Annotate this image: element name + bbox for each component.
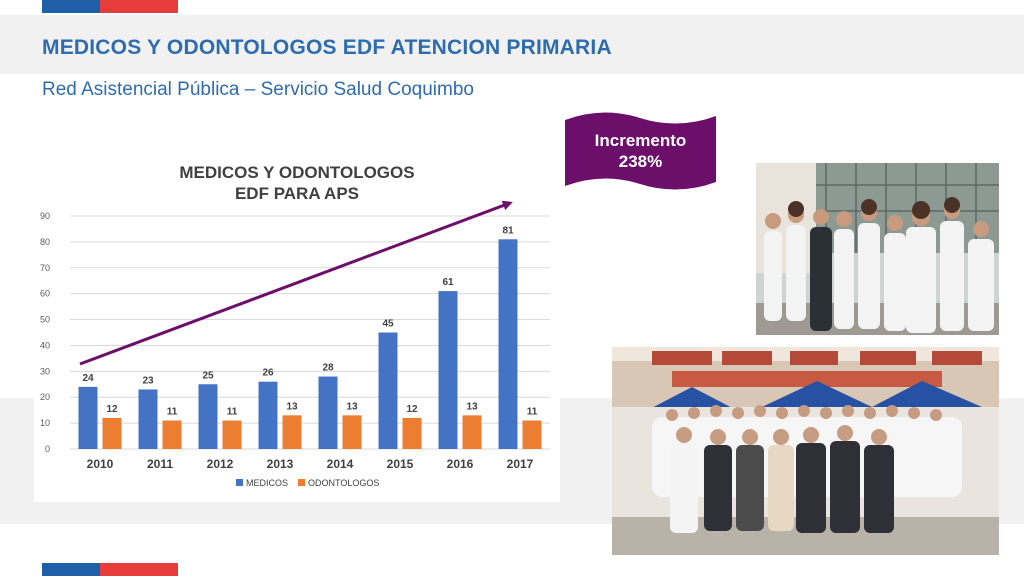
bar-chart: MEDICOS Y ODONTOLOGOS EDF PARA APS 24122…	[40, 163, 550, 488]
data-labels: 24 12 23 11 25 11 26 13 28 13 45 12 61 13 81 11	[82, 225, 537, 417]
y-tick-label: 20	[40, 392, 50, 402]
badge-label: Incremento	[594, 131, 687, 150]
bar-odontologos-2015	[402, 417, 422, 449]
bar-odontologos-2012	[222, 420, 242, 449]
legend-swatch	[298, 479, 305, 486]
data-label: 24	[82, 373, 94, 384]
x-tick-label: 2013	[267, 457, 294, 471]
chart-panel: MEDICOS Y ODONTOLOGOS EDF PARA APS 24 12 2…	[34, 150, 560, 502]
y-tick-label: 10	[40, 418, 50, 428]
y-tick-label: 70	[40, 263, 50, 273]
flag-stripe-red-bottom	[100, 563, 178, 576]
legend-label: ODONTOLOGOS	[308, 478, 379, 488]
data-label: 23	[142, 375, 154, 386]
bar-odontologos-2014	[342, 415, 362, 449]
bar-odontologos-2017	[522, 420, 542, 449]
badge-percentage: 238%	[618, 152, 663, 171]
x-tick-label: 2014	[327, 457, 354, 471]
y-tick-label: 80	[40, 237, 50, 247]
bar-odontologos-2011	[162, 420, 182, 449]
data-label: 11	[227, 407, 238, 418]
bar-odontologos-2013	[282, 415, 302, 449]
x-tick-label: 2011	[147, 457, 173, 471]
y-tick-label: 60	[40, 289, 50, 299]
data-label: 12	[106, 404, 118, 415]
data-label: 13	[466, 401, 478, 412]
data-label: 11	[527, 407, 538, 418]
group-photo-top	[756, 163, 999, 335]
data-label: 45	[382, 319, 394, 330]
bar-medicos-2014	[318, 376, 338, 449]
chart-title-line-2: EDF PARA APS	[235, 184, 359, 203]
bars	[78, 239, 542, 449]
data-label: 12	[406, 404, 418, 415]
legend: MEDICOS ODONTOLOGOS	[236, 478, 379, 488]
data-label: 11	[167, 407, 178, 418]
bar-medicos-2012	[198, 384, 218, 449]
y-tick-label: 30	[40, 366, 50, 376]
data-label: 25	[202, 370, 214, 381]
data-label: 28	[322, 363, 334, 374]
bar-medicos-2010	[78, 386, 98, 449]
grid	[70, 215, 550, 450]
legend-label: MEDICOS	[246, 478, 288, 488]
group-photo-bottom	[612, 347, 999, 555]
bar-medicos-2013	[258, 381, 278, 449]
data-label: 13	[286, 401, 298, 412]
y-tick-label: 0	[45, 444, 50, 454]
data-label: 26	[262, 368, 274, 379]
legend-swatch	[236, 479, 243, 486]
data-label: 81	[502, 225, 514, 236]
increment-badge: Incremento 238%	[565, 108, 716, 194]
bar-medicos-2017	[498, 239, 518, 449]
bar-medicos-2016	[438, 291, 458, 449]
bar-medicos-2015	[378, 332, 398, 449]
x-tick-label: 2017	[507, 457, 534, 471]
x-tick-label: 2012	[207, 457, 234, 471]
x-tick-label: 2010	[87, 457, 114, 471]
bar-medicos-2011	[138, 389, 158, 449]
axes: 0 10 20 30 40 50 60 70 80 90 2010 2011 2012 2013 2014 2…	[40, 211, 534, 471]
y-tick-label: 40	[40, 340, 50, 350]
title-band	[0, 15, 1024, 74]
trend-arrow	[79, 200, 513, 366]
slide-title: MEDICOS Y ODONTOLOGOS EDF ATENCION PRIMA…	[42, 36, 612, 59]
x-tick-label: 2016	[447, 457, 474, 471]
data-label: 61	[442, 277, 454, 288]
flag-stripe-blue-bottom	[42, 563, 100, 576]
y-tick-label: 50	[40, 315, 50, 325]
chart-title-line-1: MEDICOS Y ODONTOLOGOS	[179, 163, 414, 182]
y-tick-label: 90	[40, 211, 50, 221]
slide-subtitle: Red Asistencial Pública – Servicio Salud…	[42, 79, 474, 100]
flag-stripe-red-top	[100, 0, 178, 13]
bar-odontologos-2010	[102, 417, 122, 449]
data-label: 13	[346, 401, 358, 412]
flag-stripe-blue-top	[42, 0, 100, 13]
x-tick-label: 2015	[387, 457, 414, 471]
bar-odontologos-2016	[462, 415, 482, 449]
